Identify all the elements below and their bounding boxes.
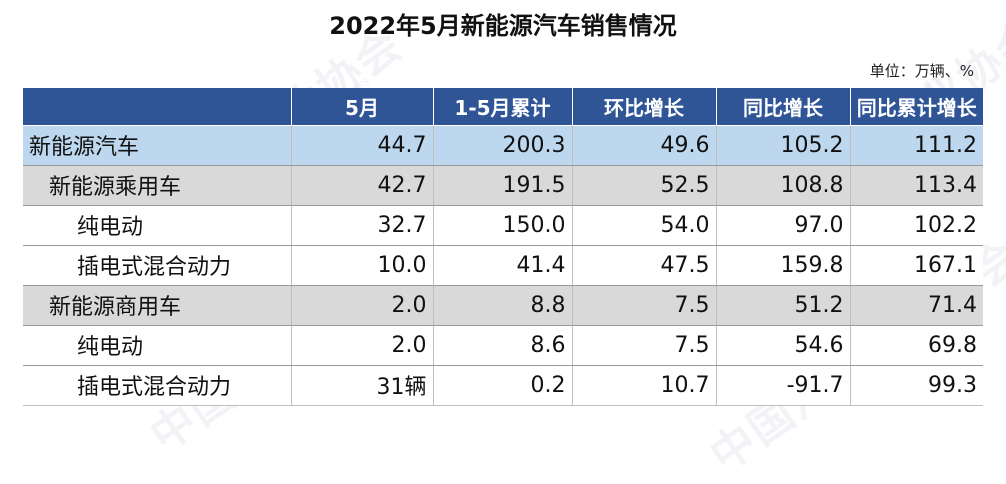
row-label: 纯电动 <box>23 325 292 366</box>
table-row: 新能源汽车 44.7 200.3 49.6 105.2 111.2 <box>23 125 983 166</box>
table-cell: 113.4 <box>850 165 983 206</box>
table-cell: 108.8 <box>716 165 851 206</box>
table-cell: 41.4 <box>433 245 573 286</box>
table-header-row: 5月 1-5月累计 环比增长 同比增长 同比累计增长 <box>23 88 983 126</box>
column-header <box>23 88 292 126</box>
table-cell: 102.2 <box>850 205 983 246</box>
table-cell: 32.7 <box>291 205 434 246</box>
table-cell: 200.3 <box>433 125 573 166</box>
table-cell: -91.7 <box>716 365 851 406</box>
table-cell: 54.6 <box>716 325 851 366</box>
table-cell: 42.7 <box>291 165 434 206</box>
table-cell: 7.5 <box>572 325 717 366</box>
table-cell: 52.5 <box>572 165 717 206</box>
table-cell: 105.2 <box>716 125 851 166</box>
table-row: 纯电动 2.0 8.6 7.5 54.6 69.8 <box>23 325 983 366</box>
table-cell: 2.0 <box>291 285 434 326</box>
row-label: 插电式混合动力 <box>23 365 292 406</box>
row-label: 新能源商用车 <box>23 285 292 326</box>
table-cell: 69.8 <box>850 325 983 366</box>
table-row: 插电式混合动力 10.0 41.4 47.5 159.8 167.1 <box>23 245 983 286</box>
table-row: 插电式混合动力 31辆 0.2 10.7 -91.7 99.3 <box>23 365 983 406</box>
table-cell: 99.3 <box>850 365 983 406</box>
table-cell: 49.6 <box>572 125 717 166</box>
row-label: 纯电动 <box>23 205 292 246</box>
row-label: 新能源汽车 <box>23 125 292 166</box>
table-cell: 54.0 <box>572 205 717 246</box>
table-cell: 47.5 <box>572 245 717 286</box>
table-cell: 8.8 <box>433 285 573 326</box>
table-cell: 10.0 <box>291 245 434 286</box>
sales-table: 5月 1-5月累计 环比增长 同比增长 同比累计增长 新能源汽车 44.7 20… <box>23 88 983 406</box>
table-cell: 71.4 <box>850 285 983 326</box>
column-header: 同比增长 <box>715 88 851 126</box>
table-cell: 31辆 <box>291 365 434 406</box>
table-cell: 7.5 <box>572 285 717 326</box>
unit-label: 单位：万辆、% <box>869 62 974 80</box>
table-cell: 111.2 <box>850 125 983 166</box>
table-cell: 44.7 <box>291 125 434 166</box>
column-header: 1-5月累计 <box>432 88 573 126</box>
page-title: 2022年5月新能源汽车销售情况 <box>329 12 677 40</box>
table-cell: 0.2 <box>433 365 573 406</box>
table-cell: 8.6 <box>433 325 573 366</box>
table-cell: 10.7 <box>572 365 717 406</box>
table-cell: 159.8 <box>716 245 851 286</box>
table-cell: 191.5 <box>433 165 573 206</box>
column-header: 5月 <box>290 88 434 126</box>
row-label: 插电式混合动力 <box>23 245 292 286</box>
table-cell: 150.0 <box>433 205 573 246</box>
column-header: 同比累计增长 <box>849 88 983 126</box>
table-cell: 167.1 <box>850 245 983 286</box>
row-label: 新能源乘用车 <box>23 165 292 206</box>
table-row: 纯电动 32.7 150.0 54.0 97.0 102.2 <box>23 205 983 246</box>
table-row: 新能源商用车 2.0 8.8 7.5 51.2 71.4 <box>23 285 983 326</box>
table-cell: 2.0 <box>291 325 434 366</box>
table-row: 新能源乘用车 42.7 191.5 52.5 108.8 113.4 <box>23 165 983 206</box>
table-cell: 97.0 <box>716 205 851 246</box>
column-header: 环比增长 <box>571 88 717 126</box>
table-cell: 51.2 <box>716 285 851 326</box>
